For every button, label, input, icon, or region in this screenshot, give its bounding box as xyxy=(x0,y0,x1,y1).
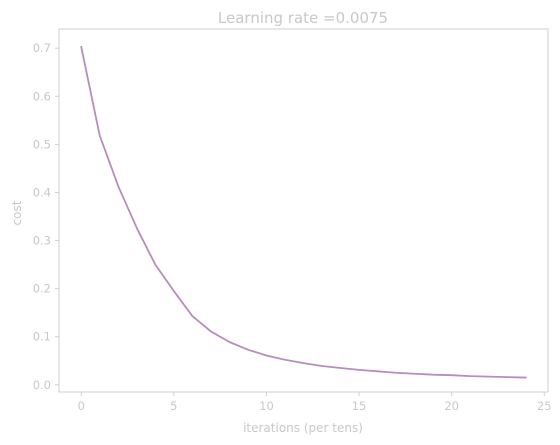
series-layer xyxy=(80,45,527,379)
y-tick-label: 0.4 xyxy=(33,185,51,199)
chart-title: Learning rate =0.0075 xyxy=(218,9,388,27)
plot-frame xyxy=(58,28,549,393)
y-tick-label: 0.3 xyxy=(33,234,51,248)
x-axis-ticks: 0 5 10 15 20 25 xyxy=(78,392,552,413)
y-tick-label: 0.1 xyxy=(33,330,51,344)
x-axis-label: iterations (per tens) xyxy=(243,421,363,435)
x-tick-label: 5 xyxy=(170,399,177,413)
cost-series-line xyxy=(80,45,527,379)
y-tick-label: 0.5 xyxy=(33,137,51,151)
x-tick-label: 10 xyxy=(259,399,274,413)
x-tick-label: 0 xyxy=(78,399,85,413)
y-axis-ticks: 0.0 0.1 0.2 0.3 0.4 0.5 0.6 0.7 xyxy=(33,41,59,392)
x-tick-label: 25 xyxy=(537,399,552,413)
y-tick-label: 0.7 xyxy=(33,41,51,55)
y-tick-label: 0.6 xyxy=(33,89,51,103)
y-tick-label: 0.0 xyxy=(33,378,51,392)
x-tick-label: 20 xyxy=(444,399,459,413)
y-axis-label: cost xyxy=(10,200,24,225)
y-tick-label: 0.2 xyxy=(33,282,51,296)
x-tick-label: 15 xyxy=(352,399,367,413)
